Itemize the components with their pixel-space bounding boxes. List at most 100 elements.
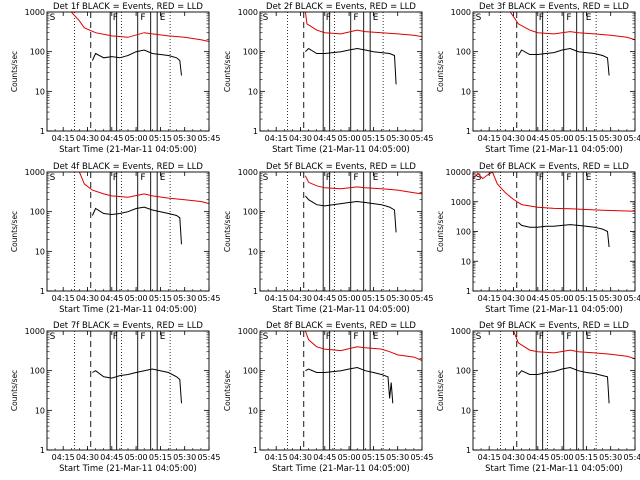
x-tick-label: 05:15 bbox=[149, 294, 172, 303]
marker-F: F bbox=[539, 13, 544, 23]
marker-F: F bbox=[539, 332, 544, 342]
x-tick-label: 05:45 bbox=[197, 134, 220, 143]
y-tick-label: 100 bbox=[243, 367, 258, 376]
panel-title: Det 7f BLACK = Events, RED = LLD bbox=[53, 321, 203, 331]
marker-E: E bbox=[586, 13, 592, 23]
marker-F: F bbox=[539, 173, 544, 183]
panel-title: Det 1f BLACK = Events, RED = LLD bbox=[53, 2, 203, 12]
x-tick-label: 05:45 bbox=[410, 134, 433, 143]
x-axis-label: Start Time (21-Mar-11 04:05:00) bbox=[59, 305, 197, 315]
marker-F: F bbox=[566, 173, 571, 183]
y-tick-label: 1000 bbox=[25, 327, 45, 336]
panel-title: Det 3f BLACK = Events, RED = LLD bbox=[479, 2, 629, 12]
y-tick-label: 1000 bbox=[451, 8, 471, 17]
marker-E: E bbox=[160, 173, 166, 183]
marker-F: F bbox=[140, 13, 145, 23]
marker-F: F bbox=[326, 13, 331, 23]
x-tick-label: 04:45 bbox=[100, 134, 123, 143]
series-events bbox=[91, 206, 182, 245]
marker-F: F bbox=[353, 13, 358, 23]
y-axis-label: Counts/sec bbox=[10, 370, 19, 411]
marker-E: E bbox=[160, 13, 166, 23]
x-axis-label: Start Time (21-Mar-11 04:05:00) bbox=[485, 305, 623, 315]
y-axis-label: Counts/sec bbox=[10, 51, 19, 92]
x-tick-label: 05:15 bbox=[149, 134, 172, 143]
y-tick-label: 1 bbox=[466, 287, 471, 296]
y-axis-label: Counts/sec bbox=[223, 370, 232, 411]
x-axis-label: Start Time (21-Mar-11 04:05:00) bbox=[272, 464, 410, 474]
marker-F: F bbox=[113, 332, 118, 342]
x-tick-label: 05:30 bbox=[173, 294, 196, 303]
x-tick-label: 05:45 bbox=[623, 134, 640, 143]
series-lld bbox=[304, 175, 423, 195]
x-tick-label: 05:00 bbox=[551, 134, 574, 143]
y-tick-label: 1000 bbox=[25, 168, 45, 177]
x-tick-label: 05:30 bbox=[599, 294, 622, 303]
x-tick-label: 05:15 bbox=[362, 134, 385, 143]
x-tick-label: 04:30 bbox=[289, 453, 312, 462]
x-axis-label: Start Time (21-Mar-11 04:05:00) bbox=[272, 145, 410, 155]
y-tick-label: 1 bbox=[466, 446, 471, 455]
y-tick-label: 1 bbox=[253, 446, 258, 455]
y-tick-label: 1 bbox=[40, 287, 45, 296]
y-tick-label: 1000 bbox=[238, 327, 258, 336]
x-tick-label: 04:45 bbox=[526, 294, 549, 303]
x-tick-label: 05:15 bbox=[362, 453, 385, 462]
x-tick-label: 04:45 bbox=[100, 453, 123, 462]
y-tick-label: 10 bbox=[248, 406, 258, 415]
series-lld bbox=[509, 11, 636, 41]
marker-S: S bbox=[263, 13, 269, 23]
x-tick-label: 05:30 bbox=[599, 134, 622, 143]
y-tick-label: 10 bbox=[35, 406, 45, 415]
y-tick-label: 1 bbox=[40, 446, 45, 455]
x-tick-label: 05:15 bbox=[575, 294, 598, 303]
marker-F: F bbox=[353, 332, 358, 342]
marker-E: E bbox=[373, 13, 379, 23]
x-axis-label: Start Time (21-Mar-11 04:05:00) bbox=[59, 464, 197, 474]
y-tick-label: 100 bbox=[30, 208, 45, 217]
x-tick-label: 04:45 bbox=[313, 453, 336, 462]
marker-F: F bbox=[140, 173, 145, 183]
y-tick-label: 10000 bbox=[446, 168, 471, 177]
y-tick-label: 1 bbox=[40, 127, 45, 136]
x-tick-label: 05:00 bbox=[125, 134, 148, 143]
plot-frame bbox=[46, 171, 210, 292]
marker-S: S bbox=[263, 332, 269, 342]
x-tick-label: 05:30 bbox=[386, 134, 409, 143]
x-tick-label: 04:30 bbox=[76, 453, 99, 462]
y-tick-label: 100 bbox=[30, 48, 45, 57]
x-tick-label: 04:15 bbox=[265, 294, 288, 303]
panel-title: Det 2f BLACK = Events, RED = LLD bbox=[266, 2, 416, 12]
marker-E: E bbox=[373, 332, 379, 342]
plot-frame bbox=[472, 11, 636, 132]
series-lld bbox=[304, 11, 423, 38]
series-events bbox=[305, 47, 397, 85]
x-tick-label: 05:30 bbox=[599, 453, 622, 462]
y-axis-label: Counts/sec bbox=[436, 211, 445, 252]
panel-title: Det 8f BLACK = Events, RED = LLD bbox=[266, 321, 416, 331]
x-tick-label: 05:00 bbox=[338, 453, 361, 462]
x-tick-label: 05:15 bbox=[362, 294, 385, 303]
x-tick-label: 04:15 bbox=[52, 453, 75, 462]
series-events bbox=[517, 47, 610, 76]
series-events bbox=[518, 366, 610, 404]
x-tick-label: 05:30 bbox=[386, 453, 409, 462]
x-tick-label: 05:45 bbox=[410, 453, 433, 462]
marker-S: S bbox=[476, 13, 482, 23]
x-tick-label: 04:45 bbox=[313, 294, 336, 303]
x-tick-label: 04:15 bbox=[478, 453, 501, 462]
panel-title: Det 6f BLACK = Events, RED = LLD bbox=[479, 162, 629, 172]
y-tick-label: 1000 bbox=[451, 327, 471, 336]
x-tick-label: 05:00 bbox=[125, 294, 148, 303]
plot-frame bbox=[259, 330, 423, 451]
x-axis-label: Start Time (21-Mar-11 04:05:00) bbox=[59, 145, 197, 155]
x-tick-label: 04:30 bbox=[289, 294, 312, 303]
y-tick-label: 100 bbox=[30, 367, 45, 376]
x-tick-label: 05:00 bbox=[125, 453, 148, 462]
marker-F: F bbox=[326, 332, 331, 342]
marker-E: E bbox=[586, 332, 592, 342]
panel-title: Det 9f BLACK = Events, RED = LLD bbox=[479, 321, 629, 331]
